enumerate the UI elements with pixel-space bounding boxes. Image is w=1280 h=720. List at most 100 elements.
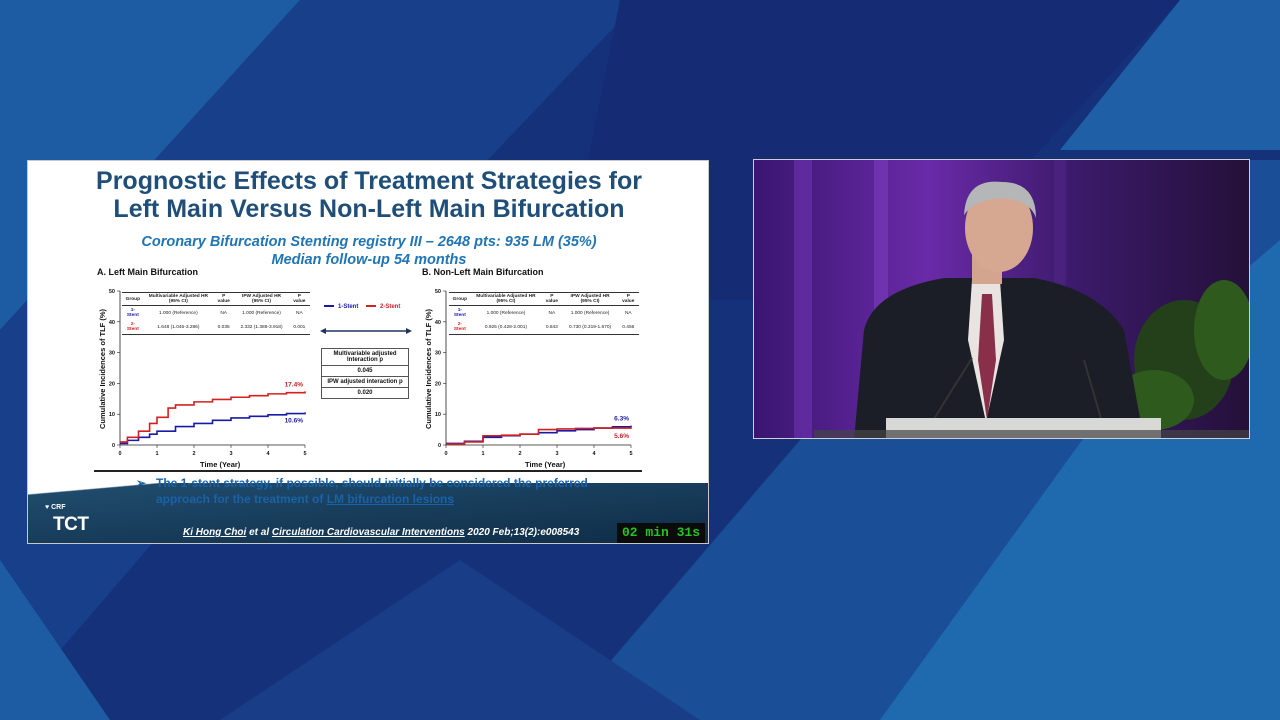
chart-b: 0 10 20 30 40 50 0 1 2 3 4 5 6.3% 5.6% <box>435 289 633 457</box>
speaker <box>854 181 1144 438</box>
chart-b-y-tick-label: 50 <box>435 289 441 295</box>
slide-title-line-1: Prognostic Effects of Treatment Strategi… <box>96 167 642 195</box>
microphone-left <box>931 357 973 423</box>
chart-a-series-1-stent-line <box>120 412 306 445</box>
table-header: IPW Adjusted HR (95% CI) <box>234 292 289 306</box>
chart-a-y-tick-label: 10 <box>109 412 115 418</box>
chart-b-y-tick-label: 10 <box>435 412 441 418</box>
citation-tail: 2020 Feb;13(2):e008543 <box>464 527 580 538</box>
table-cell: NA <box>220 310 228 316</box>
tct-logo: TCT <box>53 514 89 535</box>
chart-b-series-1-stent-end-label: 6.3% <box>614 416 629 423</box>
chart-b-x-tick-label: 3 <box>555 451 558 457</box>
stage-floor <box>814 430 1249 438</box>
interaction-mv-label: Multivariable adjusted Interaction p <box>321 348 409 366</box>
chart-a-x-tick-label: 5 <box>303 451 306 457</box>
speaker-video-frame <box>754 160 1249 438</box>
conclusion-text: ➢ The 1-stent strategy, if possible, sho… <box>136 475 626 507</box>
speaker-hair <box>964 181 1036 218</box>
double-arrow-icon <box>320 328 412 334</box>
slide-subtitle-line-2: Median follow-up 54 months <box>271 252 467 268</box>
citation-author: Ki Hong Choi <box>183 527 247 538</box>
chart-b-series-2-stent-line <box>446 427 632 445</box>
chart-b-y-tick-label: 20 <box>435 381 441 387</box>
table-header: P value <box>288 292 310 306</box>
table-cell: 0.001 <box>288 320 310 335</box>
table-row: 1-Stent 1.000 (Reference) NA 1.000 (Refe… <box>449 306 639 321</box>
table-cell: NA <box>548 310 556 316</box>
legend-swatch-blue <box>324 305 334 308</box>
microphone-right <box>1083 359 1103 423</box>
table-cell: 1.000 (Reference) <box>242 310 281 316</box>
table-cell: 1-Stent <box>453 308 466 318</box>
chart-b-y-tick-label: 30 <box>435 351 441 357</box>
citation: Ki Hong Choi et al Circulation Cardiovas… <box>183 527 579 538</box>
table-row: 1-Stent 1.000 (Reference) NA 1.000 (Refe… <box>122 306 310 321</box>
legend-item-1-stent: 1-Stent <box>324 304 358 310</box>
conclusion-underlined: LM bifurcation lesions <box>326 492 455 506</box>
chart-a-x-tick-label: 2 <box>192 451 195 457</box>
chart-a-y-tick-label: 40 <box>109 320 115 326</box>
table-cell: 2.332 (1.388-3.918) <box>234 320 289 335</box>
chart-a-y-tick-label: 0 <box>112 443 115 449</box>
chart-a-series-2-stent-end-label: 17.4% <box>285 381 304 388</box>
legend-item-2-stent: 2-Stent <box>366 304 400 310</box>
citation-journal: Circulation Cardiovascular Interventions <box>271 527 465 538</box>
chart-b-x-tick-label: 1 <box>481 451 484 457</box>
chart-b-x-tick-label: 2 <box>518 451 521 457</box>
table-cell: 2-Stent <box>449 320 471 335</box>
chart-b-series-2-stent-end-label: 5.6% <box>614 433 629 440</box>
panel-b-label: B. Non-Left Main Bifurcation <box>422 267 544 277</box>
chart-b-x-axis-label: Time (Year) <box>525 460 566 469</box>
table-header: Group <box>449 292 471 306</box>
slide-divider <box>94 470 642 472</box>
interaction-p-box: Multivariable adjusted Interaction p 0.0… <box>321 348 409 399</box>
table-row: 2-Stent 1.648 (1.045-3.286) 0.035 2.332 … <box>122 320 310 335</box>
chart-b-y-tick-label: 40 <box>435 320 441 326</box>
speaker-video <box>753 159 1250 439</box>
table-header: P value <box>541 292 563 306</box>
table-cell: 1.000 (Reference) <box>159 310 198 316</box>
table-cell: 2-Stent <box>122 320 144 335</box>
chart-a-x-tick-label: 3 <box>229 451 232 457</box>
table-cell: 0.456 <box>617 320 639 335</box>
slide-subtitle-line-1: Coronary Bifurcation Stenting registry I… <box>141 234 597 250</box>
table-cell: NA <box>296 310 303 316</box>
legend-label: 2-Stent <box>380 304 401 310</box>
slide-footer-band <box>28 483 708 543</box>
table-cell: 0.925 (0.428-2.001) <box>470 320 542 335</box>
bullet-arrow-icon: ➢ <box>136 476 147 490</box>
chart-a-x-tick-label: 0 <box>118 451 121 457</box>
curtain-fold <box>794 160 812 438</box>
panel-a-label: A. Left Main Bifurcation <box>97 267 198 277</box>
table-cell: 1.648 (1.045-3.286) <box>143 320 214 335</box>
slide-title-line-2: Left Main Versus Non-Left Main Bifurcati… <box>113 195 625 223</box>
table-header: P value <box>213 292 235 306</box>
presentation-slide: Prognostic Effects of Treatment Strategi… <box>27 160 709 544</box>
conclusion-main: The 1-stent strategy, if possible, shoul… <box>156 476 588 506</box>
chart-a: 0 10 20 30 40 50 0 1 2 3 4 5 10.6% 17.4% <box>109 289 307 457</box>
speaker-face <box>965 184 1033 272</box>
table-header: Multivariable Adjusted HR (95% CI) <box>143 292 214 306</box>
chart-b-x-tick-label: 4 <box>592 451 596 457</box>
table-cell: 1.000 (Reference) <box>570 310 610 316</box>
hr-table-a-header: Group Multivariable Adjusted HR (95% CI)… <box>122 292 310 306</box>
chart-b-x-tick-label: 0 <box>444 451 447 457</box>
slide-subtitle: Coronary Bifurcation Stenting registry I… <box>28 233 708 269</box>
chart-a-y-tick-label: 30 <box>109 351 115 357</box>
table-cell: 1-Stent <box>126 308 139 318</box>
chart-b-y-tick-label: 0 <box>438 443 441 449</box>
table-cell: 0.035 <box>213 320 235 335</box>
chart-a-y-tick-label: 50 <box>109 289 115 295</box>
table-cell: NA <box>624 310 632 316</box>
chart-a-y-tick-label: 20 <box>109 381 115 387</box>
table-cell: 0.843 <box>541 320 563 335</box>
interaction-ipw-value: 0.020 <box>321 387 409 399</box>
table-cell: 0.730 (0.319-1.670) <box>562 320 618 335</box>
table-header: P value <box>617 292 639 306</box>
table-header: Multivariable Adjusted HR (95% CI) <box>470 292 542 306</box>
table-header: IPW Adjusted HR (95% CI) <box>562 292 618 306</box>
crf-logo-text: CRF <box>51 504 66 511</box>
table-cell: 1.000 (Reference) <box>486 310 526 316</box>
citation-mid: et al <box>246 527 272 538</box>
